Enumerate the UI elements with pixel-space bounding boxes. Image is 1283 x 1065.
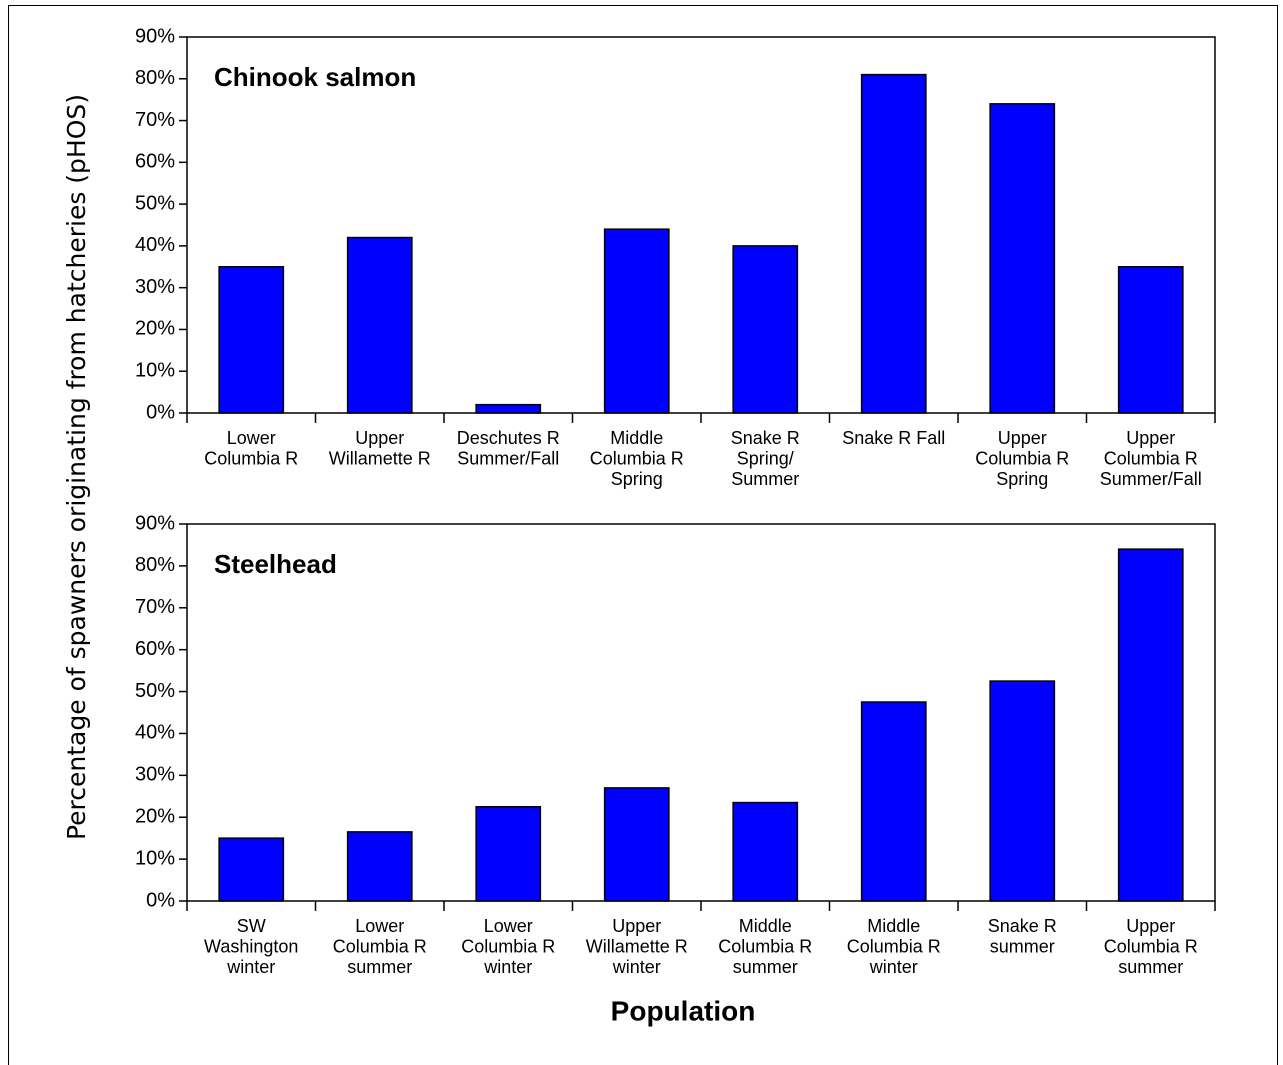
bar (218, 837, 285, 902)
bar (732, 801, 799, 902)
bar (346, 831, 413, 902)
x-tick-label: Snake R Spring/Summer (731, 428, 800, 489)
bar (860, 73, 927, 414)
y-tick-label: 60% (135, 638, 175, 660)
y-tick-label: 70% (135, 596, 175, 618)
y-tick-label: 50% (135, 192, 175, 214)
y-tick-label: 10% (135, 847, 175, 869)
y-tick-label: 10% (135, 360, 175, 382)
bar (860, 701, 927, 902)
y-tick-label: 20% (135, 318, 175, 340)
bar (732, 245, 799, 414)
y-tick-label: 90% (135, 25, 175, 47)
page-border (8, 5, 1278, 1065)
y-tick-label: 70% (135, 109, 175, 131)
bar (989, 103, 1056, 414)
y-tick-label: 30% (135, 764, 175, 786)
plot-frame (186, 523, 1216, 902)
y-tick-label: 0% (146, 889, 175, 911)
y-tick-label: 50% (135, 680, 175, 702)
bar (346, 236, 413, 414)
x-tick-label: Upper Columbia R Spring (975, 428, 1069, 489)
x-tick-label: SW Washington winter (204, 916, 298, 977)
plot-frame (186, 36, 1216, 414)
panel-title: Steelhead (214, 549, 337, 579)
y-axis-label: Percentage of spawners originating from … (62, 94, 91, 840)
bar (1117, 266, 1184, 414)
y-tick-label: 60% (135, 151, 175, 173)
panel-title: Chinook salmon (214, 62, 416, 92)
x-tick-label: Lower Columbia R (204, 428, 298, 469)
y-tick-label: 90% (135, 512, 175, 534)
bar (218, 266, 285, 414)
x-axis-label: Population (611, 995, 756, 1026)
x-tick-label: Middle Columbia R Spring (590, 428, 684, 489)
x-tick-label: Snake R Fall (842, 428, 945, 448)
bar (1117, 548, 1184, 902)
bar (475, 806, 542, 902)
y-tick-label: 80% (135, 554, 175, 576)
y-tick-label: 40% (135, 722, 175, 744)
bar (603, 228, 670, 414)
bar (603, 787, 670, 902)
y-tick-label: 0% (146, 401, 175, 423)
y-tick-label: 30% (135, 276, 175, 298)
x-tick-label: Upper Willamette R (329, 428, 431, 469)
bar (989, 680, 1056, 902)
y-tick-label: 20% (135, 806, 175, 828)
y-tick-label: 40% (135, 234, 175, 256)
x-tick-label: Upper Columbia R Summer/Fall (1100, 428, 1202, 489)
y-tick-label: 80% (135, 67, 175, 89)
x-tick-label: Deschutes R Summer/Fall (457, 428, 560, 469)
bar (475, 403, 542, 414)
